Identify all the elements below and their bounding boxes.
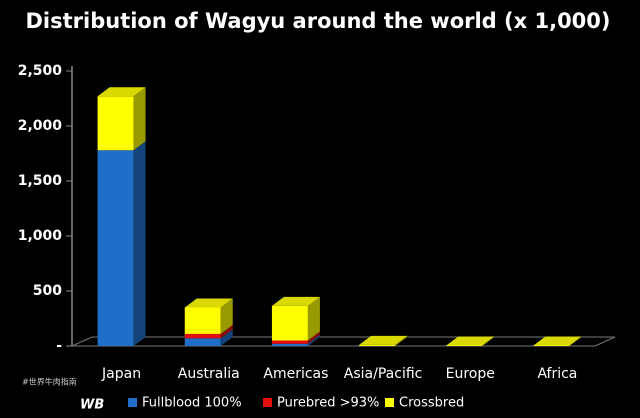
bar-segment	[271, 343, 308, 346]
legend-label: Crossbred	[399, 396, 464, 411]
bar-side	[133, 87, 146, 151]
legend-swatch	[128, 398, 137, 407]
bar-side	[307, 296, 320, 341]
y-tick-label: 2,000	[18, 118, 63, 134]
y-tick-label: 1,000	[18, 228, 63, 244]
bar-side	[220, 329, 233, 346]
x-tick-label: Australia	[178, 366, 240, 382]
logo: WB	[80, 398, 104, 413]
bar-top	[359, 335, 408, 345]
bar-segment	[97, 96, 134, 151]
bar-segment	[271, 340, 308, 344]
legend-swatch	[263, 398, 272, 407]
bar-side	[307, 334, 320, 346]
bar-top	[271, 296, 320, 306]
bar-segment	[97, 150, 134, 346]
x-tick-label: Americas	[263, 366, 328, 382]
bar-side	[482, 336, 495, 346]
chart-title: Distribution of Wagyu around the world (…	[25, 9, 610, 33]
bar-top	[533, 336, 582, 346]
y-tick-label: -	[56, 338, 62, 354]
bar-top	[97, 87, 146, 97]
x-tick-label: Africa	[537, 366, 577, 382]
floor	[71, 336, 616, 347]
bar-side	[133, 141, 146, 346]
bar-segment	[184, 333, 221, 339]
x-tick-label: Asia/Pacific	[344, 366, 423, 382]
bar-segment	[446, 345, 483, 346]
bar-side	[569, 336, 582, 346]
y-tick-label: 500	[33, 283, 62, 299]
bar-top	[446, 336, 495, 346]
bar-segment	[271, 305, 308, 341]
legend-label: Fullblood 100%	[142, 396, 242, 411]
bar-segment	[184, 307, 221, 334]
bar-top	[184, 298, 233, 308]
x-tick-label: Japan	[101, 366, 141, 382]
x-tick-label: Europe	[446, 366, 495, 382]
legend-swatch	[385, 398, 394, 407]
bar-side	[220, 298, 233, 334]
watermark: #世界牛肉指南	[22, 377, 77, 387]
y-tick-label: 1,500	[18, 173, 63, 189]
bar-segment	[359, 344, 396, 346]
bar-segment	[533, 345, 570, 346]
y-tick-label: 2,500	[18, 63, 63, 79]
bar-side	[395, 335, 408, 346]
bar-side	[307, 331, 320, 344]
bar-segment	[184, 338, 221, 346]
bar-side	[220, 324, 233, 339]
legend-label: Purebred >93%	[277, 396, 379, 411]
